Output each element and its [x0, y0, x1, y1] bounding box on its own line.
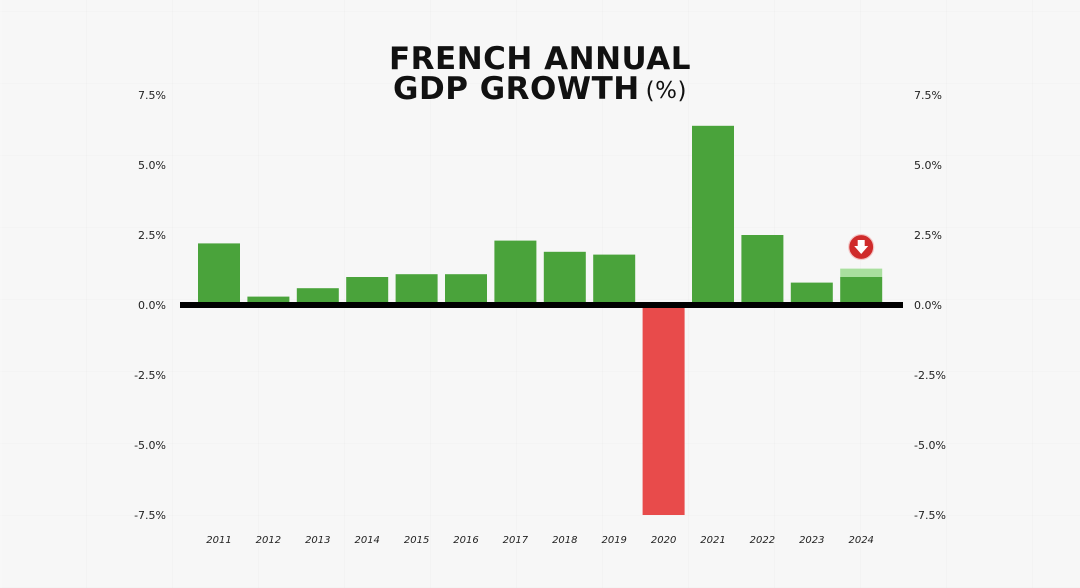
title-line-2-text: GDP GROWTH [393, 71, 640, 107]
x-tick-label: 2018 [552, 535, 577, 546]
bar-2017 [494, 240, 537, 305]
y-tick-label-right: -5.0% [914, 439, 946, 452]
x-tick-label: 2015 [404, 535, 429, 546]
bar-2022 [741, 235, 784, 305]
chart-title: FRENCH ANNUAL GDP GROWTH (%) [0, 44, 1080, 105]
y-tick-label-right: 2.5% [914, 229, 942, 242]
title-unit: (%) [645, 78, 687, 104]
x-tick-label: 2021 [700, 535, 725, 546]
x-tick-label: 2014 [354, 535, 379, 546]
x-tick-label: 2020 [651, 535, 676, 546]
y-tick-label-left: 7.5% [138, 89, 166, 102]
bar-2018 [543, 251, 586, 305]
x-tick-label: 2016 [453, 535, 478, 546]
bar-2015 [395, 274, 438, 305]
bar-2014 [346, 277, 389, 305]
x-tick-label: 2023 [799, 535, 824, 546]
y-tick-label-left: 2.5% [138, 229, 166, 242]
y-tick-label-right: 7.5% [914, 89, 942, 102]
title-line-1: FRENCH ANNUAL [389, 41, 691, 77]
y-tick-label-right: -7.5% [914, 509, 946, 522]
bar-2011 [198, 243, 240, 305]
bar-2024 [840, 277, 883, 305]
y-tick-label-right: 0.0% [914, 299, 942, 312]
bar-2020 [642, 305, 685, 515]
bar-2021 [692, 125, 734, 305]
y-tick-label-left: 0.0% [138, 299, 166, 312]
bar-2023 [790, 282, 833, 305]
x-tick-label: 2011 [206, 535, 231, 546]
y-tick-label-right: 5.0% [914, 159, 942, 172]
x-tick-label: 2012 [256, 535, 281, 546]
bar-2019 [593, 254, 636, 305]
bar-2013 [296, 288, 339, 305]
x-tick-label: 2013 [305, 535, 330, 546]
bar-2012 [247, 296, 290, 305]
bar-2016 [445, 274, 487, 305]
forecast-highlight-2024 [840, 268, 883, 277]
x-tick-label: 2019 [601, 535, 626, 546]
x-tick-label: 2024 [848, 535, 873, 546]
x-tick-label: 2022 [750, 535, 775, 546]
y-tick-label-left: -5.0% [134, 439, 166, 452]
y-tick-label-left: 5.0% [138, 159, 166, 172]
y-tick-label-left: -2.5% [134, 369, 166, 382]
title-line-2: GDP GROWTH (%) [0, 74, 1080, 105]
down-arrow-icon [848, 233, 875, 261]
y-tick-label-left: -7.5% [134, 509, 166, 522]
x-tick-label: 2017 [503, 535, 529, 546]
y-tick-label-right: -2.5% [914, 369, 946, 382]
